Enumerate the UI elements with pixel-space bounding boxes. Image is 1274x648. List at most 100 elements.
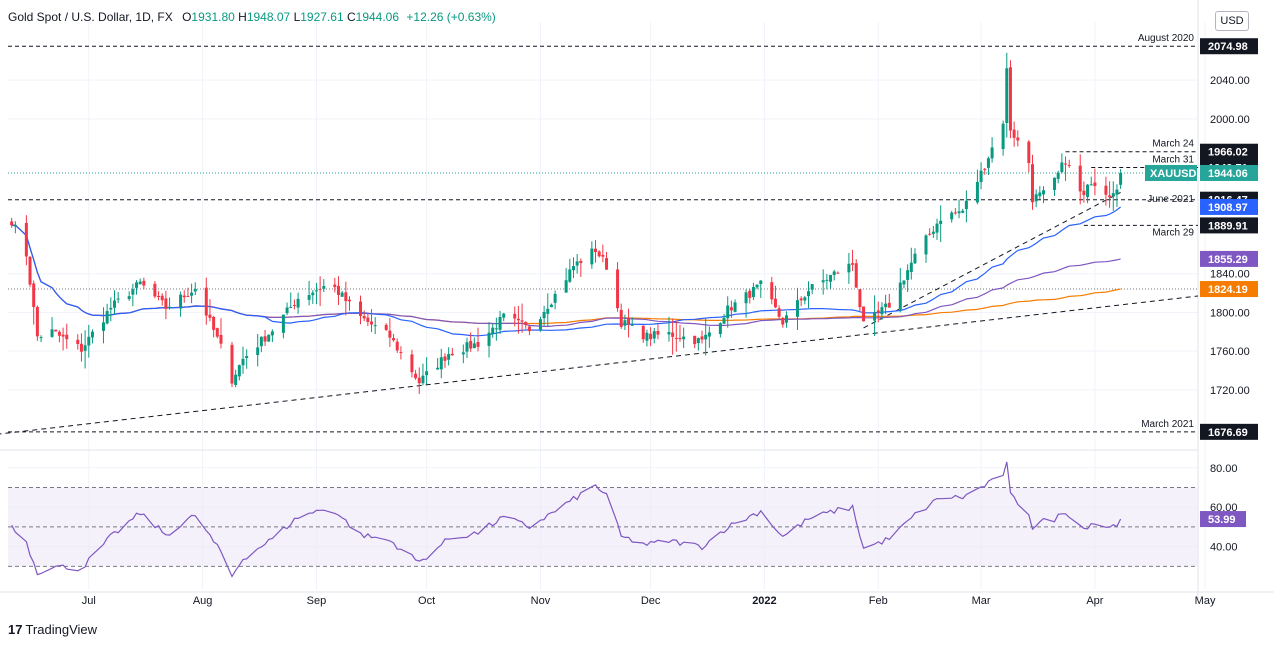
candle-body — [527, 326, 531, 332]
candle-body — [83, 345, 87, 351]
candle-body — [953, 212, 957, 214]
candle — [157, 291, 161, 301]
candle-body — [884, 303, 888, 308]
candle — [54, 329, 58, 332]
candle — [990, 137, 994, 163]
candle-body — [50, 329, 54, 337]
open-label: O — [182, 10, 192, 24]
candle-body — [168, 306, 172, 309]
candle — [950, 210, 954, 223]
candle-body — [700, 336, 704, 340]
candle — [160, 293, 164, 306]
candle-body — [516, 318, 520, 321]
candle — [168, 297, 172, 310]
candle — [784, 311, 788, 328]
candle — [953, 208, 957, 215]
candle-body — [296, 298, 300, 308]
candle — [1008, 60, 1012, 139]
candle — [873, 295, 877, 337]
candle — [179, 291, 183, 317]
rsi-tick-label: 40.00 — [1210, 542, 1238, 554]
candle — [267, 334, 271, 343]
candle — [131, 283, 135, 307]
candle-body — [219, 334, 223, 344]
candle — [465, 337, 469, 358]
candle-body — [862, 306, 866, 322]
candle — [884, 294, 888, 315]
candle-body — [1027, 141, 1031, 164]
candle-body — [1012, 129, 1016, 138]
candle — [270, 329, 274, 343]
close-value: 1944.06 — [355, 10, 400, 24]
candle — [656, 324, 660, 340]
candle — [902, 280, 906, 289]
candle — [76, 334, 80, 350]
candle — [28, 256, 32, 288]
candle — [112, 290, 116, 315]
candle-body — [160, 295, 164, 301]
low-value: 1927.61 — [300, 10, 344, 24]
candle-body — [564, 280, 568, 293]
candle — [516, 305, 520, 334]
candle-body — [902, 280, 906, 285]
candle — [13, 221, 17, 234]
candle — [237, 364, 241, 381]
candle-body — [546, 308, 550, 314]
candle-body — [693, 335, 697, 345]
candle-body — [234, 374, 238, 385]
candle — [50, 317, 54, 338]
rsi-line — [11, 461, 1122, 578]
candle-body — [476, 341, 480, 347]
candle — [24, 215, 28, 266]
candle-body — [65, 334, 69, 340]
candle-body — [10, 221, 14, 226]
candle — [182, 290, 186, 303]
candle — [135, 280, 139, 295]
close-label: C — [346, 10, 356, 24]
time-tick-label: Sep — [307, 595, 327, 607]
candle-body — [718, 323, 722, 334]
currency-button[interactable]: USD — [1215, 11, 1249, 31]
candle-body — [806, 291, 810, 297]
candle — [909, 247, 913, 280]
candle — [142, 277, 146, 290]
level-annotation: August 2020 — [1138, 33, 1195, 44]
candle-body — [623, 320, 627, 326]
candle-body — [645, 332, 649, 341]
candle-body — [1082, 190, 1086, 196]
trendlines — [0, 191, 1199, 435]
time-tick-label: Feb — [869, 595, 888, 607]
candle-body — [498, 316, 502, 330]
candle — [1089, 176, 1093, 186]
candle — [215, 327, 219, 339]
candle — [986, 156, 990, 176]
level-price-tag-bg — [1200, 38, 1258, 55]
candle — [370, 309, 374, 333]
candle — [289, 292, 293, 309]
candle — [318, 276, 322, 306]
candle-body — [652, 331, 656, 339]
candle-body — [898, 282, 902, 310]
candle — [862, 306, 866, 322]
change-value: +12.26 (+0.63%) — [406, 10, 496, 24]
time-tick-label: Oct — [418, 595, 435, 607]
candle-body — [733, 302, 737, 312]
candle-body — [131, 289, 135, 295]
candle-body — [1104, 185, 1108, 195]
candle — [10, 217, 14, 228]
symbol-header: Gold Spot / U.S. Dollar, 1D, FX O1931.80… — [8, 10, 496, 24]
candle-body — [649, 333, 653, 340]
candle-body — [384, 324, 388, 330]
candle-body — [729, 307, 733, 311]
candle — [336, 276, 340, 306]
candle — [164, 290, 168, 320]
candle — [520, 303, 524, 333]
symbol-tag-bg — [1145, 164, 1197, 181]
candle — [384, 323, 388, 331]
candle — [1064, 156, 1068, 181]
candle-body — [773, 298, 777, 308]
candle — [829, 274, 833, 289]
candle — [729, 300, 733, 318]
candle-body — [1064, 163, 1068, 165]
